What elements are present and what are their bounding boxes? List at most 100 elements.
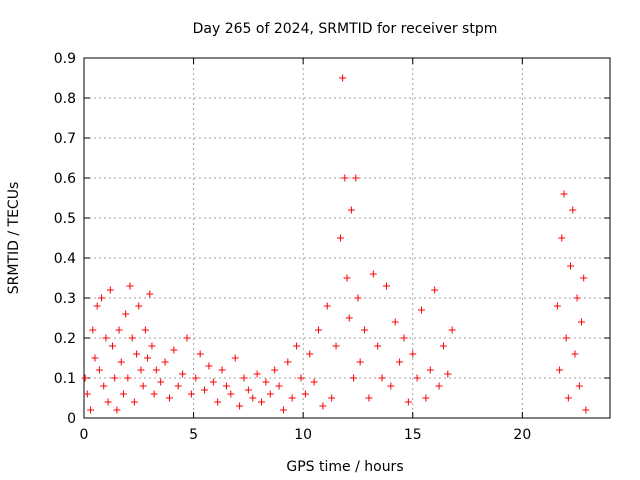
data-point-3 [89, 326, 97, 334]
data-point-56 [258, 398, 266, 406]
data-point-44 [205, 362, 213, 370]
data-point-47 [218, 366, 226, 374]
data-point-69 [315, 326, 323, 334]
data-point-50 [231, 354, 239, 362]
data-point-71 [323, 302, 331, 310]
y-tick-label-9: 0.9 [54, 51, 76, 67]
data-point-11 [106, 286, 114, 294]
data-point-54 [249, 394, 257, 402]
data-point-82 [354, 294, 362, 302]
data-point-13 [111, 374, 119, 382]
data-point-106 [556, 366, 564, 374]
data-point-25 [137, 366, 145, 374]
data-point-16 [117, 358, 125, 366]
data-point-12 [108, 342, 116, 350]
data-point-6 [95, 366, 103, 374]
data-point-117 [580, 274, 588, 282]
y-tick-label-6: 0.6 [54, 171, 76, 187]
y-tick-label-5: 0.5 [54, 211, 76, 227]
data-points [81, 74, 590, 414]
data-point-77 [343, 274, 351, 282]
data-point-104 [448, 326, 456, 334]
data-point-5 [93, 302, 101, 310]
y-tick-label-3: 0.3 [54, 291, 76, 307]
data-point-85 [365, 394, 373, 402]
data-point-93 [400, 334, 408, 342]
data-point-23 [133, 350, 141, 358]
data-point-79 [347, 206, 355, 214]
data-point-33 [157, 378, 165, 386]
data-point-83 [356, 358, 364, 366]
data-point-116 [578, 318, 586, 326]
data-point-110 [564, 394, 572, 402]
data-point-103 [444, 370, 452, 378]
data-point-21 [128, 334, 136, 342]
data-point-51 [236, 402, 244, 410]
data-point-115 [575, 382, 583, 390]
data-point-91 [391, 318, 399, 326]
y-tick-label-8: 0.8 [54, 91, 76, 107]
data-point-40 [187, 390, 195, 398]
data-point-49 [227, 390, 235, 398]
y-axis-label: SRMTID / TECUs [6, 182, 22, 295]
data-point-101 [435, 382, 443, 390]
data-point-88 [378, 374, 386, 382]
data-point-19 [124, 374, 132, 382]
data-point-60 [275, 382, 283, 390]
data-point-48 [222, 382, 230, 390]
data-point-27 [141, 326, 149, 334]
data-point-35 [165, 394, 173, 402]
data-point-72 [328, 394, 336, 402]
data-point-34 [161, 358, 169, 366]
data-point-96 [413, 374, 421, 382]
y-tick-label-4: 0.4 [54, 251, 76, 267]
data-point-99 [426, 366, 434, 374]
data-point-107 [558, 234, 566, 242]
data-point-90 [387, 382, 395, 390]
data-point-29 [146, 290, 154, 298]
data-point-52 [240, 374, 248, 382]
data-point-4 [91, 354, 99, 362]
data-point-76 [341, 174, 349, 182]
y-tick-label-1: 0.1 [54, 371, 76, 387]
data-point-8 [100, 382, 108, 390]
data-point-114 [573, 294, 581, 302]
data-point-2 [87, 406, 95, 414]
y-tick-label-7: 0.7 [54, 131, 76, 147]
data-point-87 [374, 342, 382, 350]
data-point-58 [266, 390, 274, 398]
data-point-64 [293, 342, 301, 350]
data-point-80 [350, 374, 358, 382]
data-point-10 [104, 398, 112, 406]
data-point-15 [115, 326, 123, 334]
data-point-38 [179, 370, 187, 378]
data-point-1 [83, 390, 91, 398]
data-point-81 [352, 174, 360, 182]
data-point-86 [369, 270, 377, 278]
data-point-28 [144, 354, 152, 362]
x-tick-label-4: 20 [513, 427, 531, 443]
data-point-112 [569, 206, 577, 214]
x-tick-label-0: 0 [80, 427, 89, 443]
data-point-84 [361, 326, 369, 334]
data-point-111 [567, 262, 575, 270]
data-point-31 [150, 390, 158, 398]
data-point-62 [284, 358, 292, 366]
data-point-39 [183, 334, 191, 342]
data-point-53 [244, 386, 252, 394]
y-tick-label-0: 0 [67, 411, 76, 427]
data-point-97 [418, 306, 426, 314]
data-point-20 [126, 282, 134, 290]
data-point-73 [332, 342, 340, 350]
data-point-75 [339, 74, 347, 82]
x-tick-label-3: 15 [404, 427, 422, 443]
data-point-67 [306, 350, 314, 358]
data-point-68 [310, 378, 318, 386]
data-point-30 [148, 342, 156, 350]
data-point-14 [113, 406, 121, 414]
data-point-109 [562, 334, 570, 342]
data-point-37 [174, 382, 182, 390]
data-point-63 [288, 394, 296, 402]
data-point-57 [262, 378, 270, 386]
